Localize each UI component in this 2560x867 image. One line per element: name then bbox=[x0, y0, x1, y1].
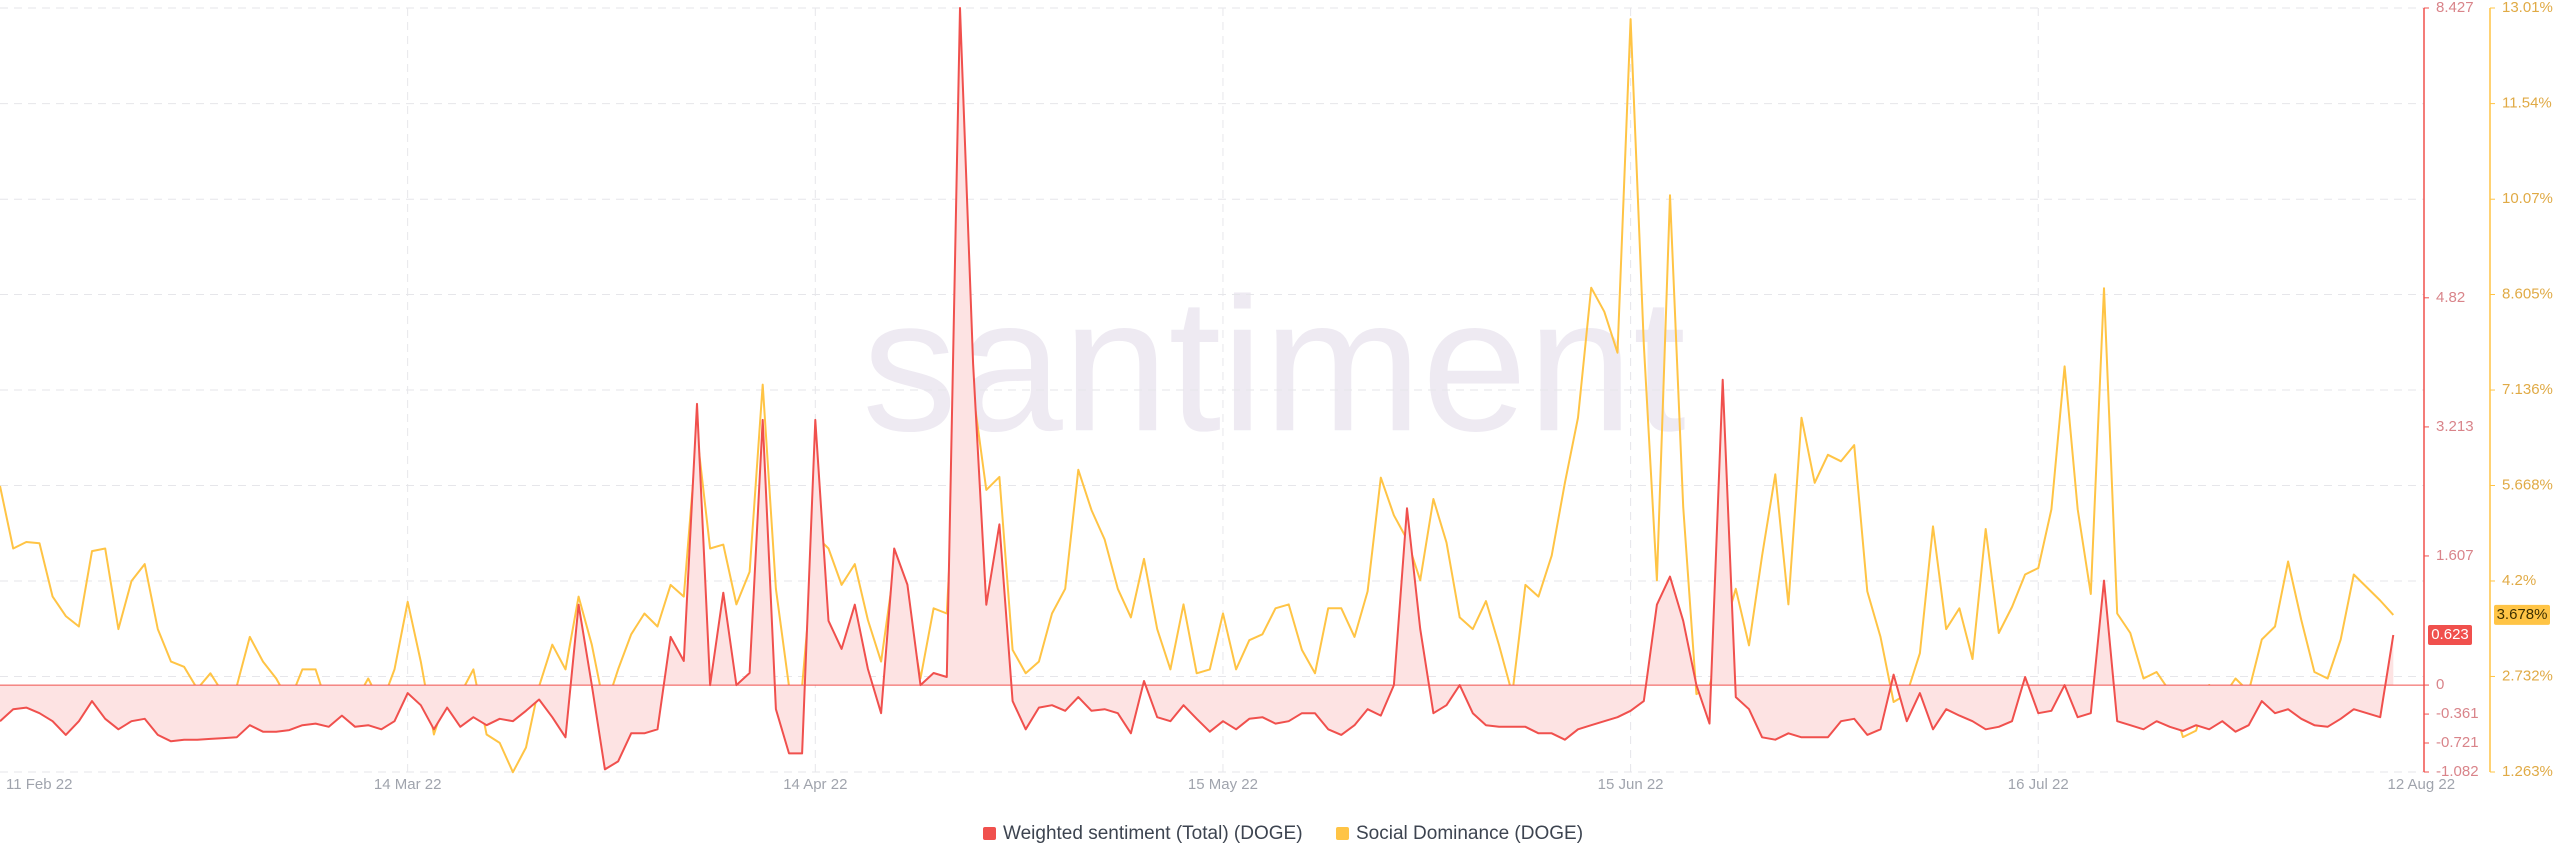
y-tick-label: 0 bbox=[2436, 676, 2444, 693]
y2-tick-label: 7.136% bbox=[2502, 381, 2553, 398]
y-tick-label: 1.607 bbox=[2436, 547, 2474, 564]
last-value-label: 3.678% bbox=[2497, 606, 2548, 623]
y2-tick-label: 13.01% bbox=[2502, 0, 2553, 16]
x-tick-label: 15 May 22 bbox=[1188, 776, 1258, 793]
series-line bbox=[0, 18, 2395, 774]
x-tick-label: 11 Feb 22 bbox=[6, 776, 72, 793]
x-tick-label: 15 Jun 22 bbox=[1598, 776, 1664, 793]
y-tick-label: 4.82 bbox=[2436, 289, 2465, 306]
y2-tick-label: 8.605% bbox=[2502, 285, 2553, 302]
x-tick-label: 16 Jul 22 bbox=[2008, 776, 2069, 793]
legend-swatch bbox=[1336, 827, 1349, 840]
y-tick-label: -1.082 bbox=[2436, 763, 2479, 780]
y2-tick-label: 2.732% bbox=[2502, 667, 2553, 684]
watermark: santiment bbox=[862, 259, 1686, 471]
last-value-badge bbox=[2428, 625, 2472, 646]
y-tick-label: 3.213 bbox=[2436, 418, 2474, 435]
sentiment-area bbox=[0, 8, 2394, 770]
x-tick-label: 12 Aug 22 bbox=[2388, 776, 2456, 793]
y-tick-label: 8.427 bbox=[2436, 0, 2474, 16]
x-tick-label: 14 Apr 22 bbox=[783, 776, 847, 793]
x-tick-label: 14 Mar 22 bbox=[374, 776, 442, 793]
legend-label: Social Dominance (DOGE) bbox=[1356, 823, 1583, 844]
y-tick-label: -0.361 bbox=[2436, 705, 2479, 722]
y-tick-label: -0.721 bbox=[2436, 734, 2479, 751]
legend-swatch bbox=[983, 827, 996, 840]
y2-tick-label: 1.263% bbox=[2502, 763, 2553, 780]
series-line bbox=[0, 7, 2395, 771]
y2-tick-label: 5.668% bbox=[2502, 476, 2553, 493]
y2-tick-label: 11.54% bbox=[2502, 95, 2552, 112]
y2-tick-label: 4.2% bbox=[2502, 572, 2536, 589]
legend-label: Weighted sentiment (Total) (DOGE) bbox=[1003, 823, 1303, 844]
last-value-label: 0.623 bbox=[2431, 626, 2469, 643]
last-value-badge bbox=[2494, 604, 2550, 625]
y2-tick-label: 10.07% bbox=[2502, 190, 2553, 207]
